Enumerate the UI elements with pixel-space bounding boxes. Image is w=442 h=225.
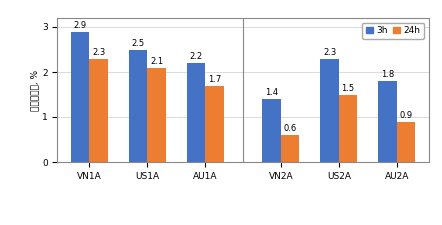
Bar xyxy=(129,50,147,162)
Bar xyxy=(281,135,299,162)
Y-axis label: 붙제할류율, %: 붙제할류율, % xyxy=(30,70,39,110)
Bar xyxy=(89,58,108,162)
Text: 0.6: 0.6 xyxy=(283,124,297,133)
Text: 1.8: 1.8 xyxy=(381,70,394,79)
Bar xyxy=(339,94,358,162)
Bar xyxy=(187,63,206,162)
Bar xyxy=(262,99,281,162)
Bar xyxy=(397,122,415,162)
Bar xyxy=(378,81,397,162)
Bar xyxy=(320,58,339,162)
Text: 2.3: 2.3 xyxy=(92,48,105,57)
Text: 1.4: 1.4 xyxy=(265,88,278,97)
Text: 2.5: 2.5 xyxy=(132,39,145,48)
Text: 2.3: 2.3 xyxy=(323,48,336,57)
Text: 2.9: 2.9 xyxy=(73,21,87,30)
Text: 2.1: 2.1 xyxy=(150,57,163,66)
Bar xyxy=(206,86,224,162)
Bar xyxy=(147,68,166,162)
Legend: 3h, 24h: 3h, 24h xyxy=(362,22,424,39)
Text: 1.7: 1.7 xyxy=(208,75,221,84)
Text: 2.2: 2.2 xyxy=(190,52,203,61)
Bar xyxy=(71,32,89,162)
Text: 0.9: 0.9 xyxy=(400,111,413,120)
Text: 1.5: 1.5 xyxy=(342,84,354,93)
